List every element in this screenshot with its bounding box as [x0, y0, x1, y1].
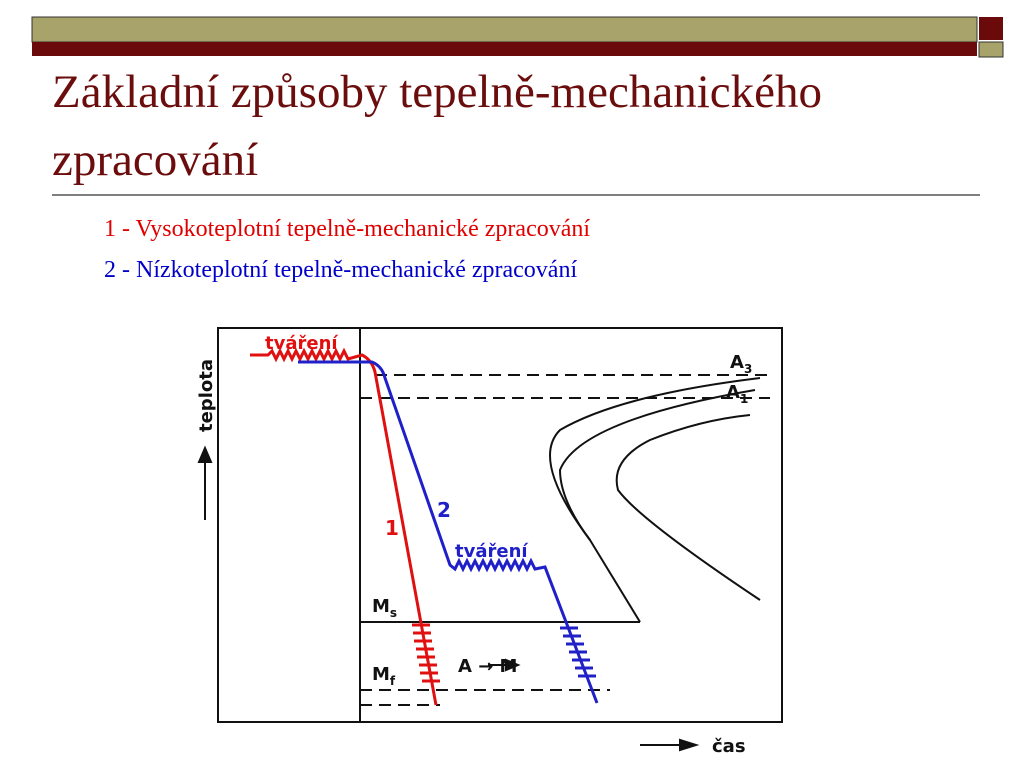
label: Mf: [372, 664, 396, 688]
label-main: A: [730, 352, 744, 373]
label-sub: 1: [740, 392, 748, 406]
bullet: 2 - Nízkoteplotní tepelně-mechanické zpr…: [104, 257, 578, 283]
label: 2: [437, 498, 451, 522]
label-main: M: [372, 596, 390, 617]
slide-title: Základní způsoby tepelně-mechanického zp…: [52, 66, 822, 186]
bullet: 1 - Vysokoteplotní tepelně-mechanické zp…: [104, 216, 591, 242]
axis-label: čas: [712, 736, 746, 757]
label-main: A: [726, 382, 740, 403]
label: tváření: [455, 541, 528, 562]
label-sub: 3: [744, 362, 752, 376]
label: 1: [385, 516, 399, 540]
axis-label: teplota: [196, 359, 217, 432]
label: A3: [730, 352, 752, 376]
label: A → M: [458, 656, 517, 677]
label-main: M: [372, 664, 390, 685]
label: Ms: [372, 596, 397, 620]
label: tváření: [265, 333, 338, 354]
label: A1: [726, 382, 748, 406]
label-sub: f: [390, 674, 396, 688]
label-sub: s: [390, 606, 397, 620]
